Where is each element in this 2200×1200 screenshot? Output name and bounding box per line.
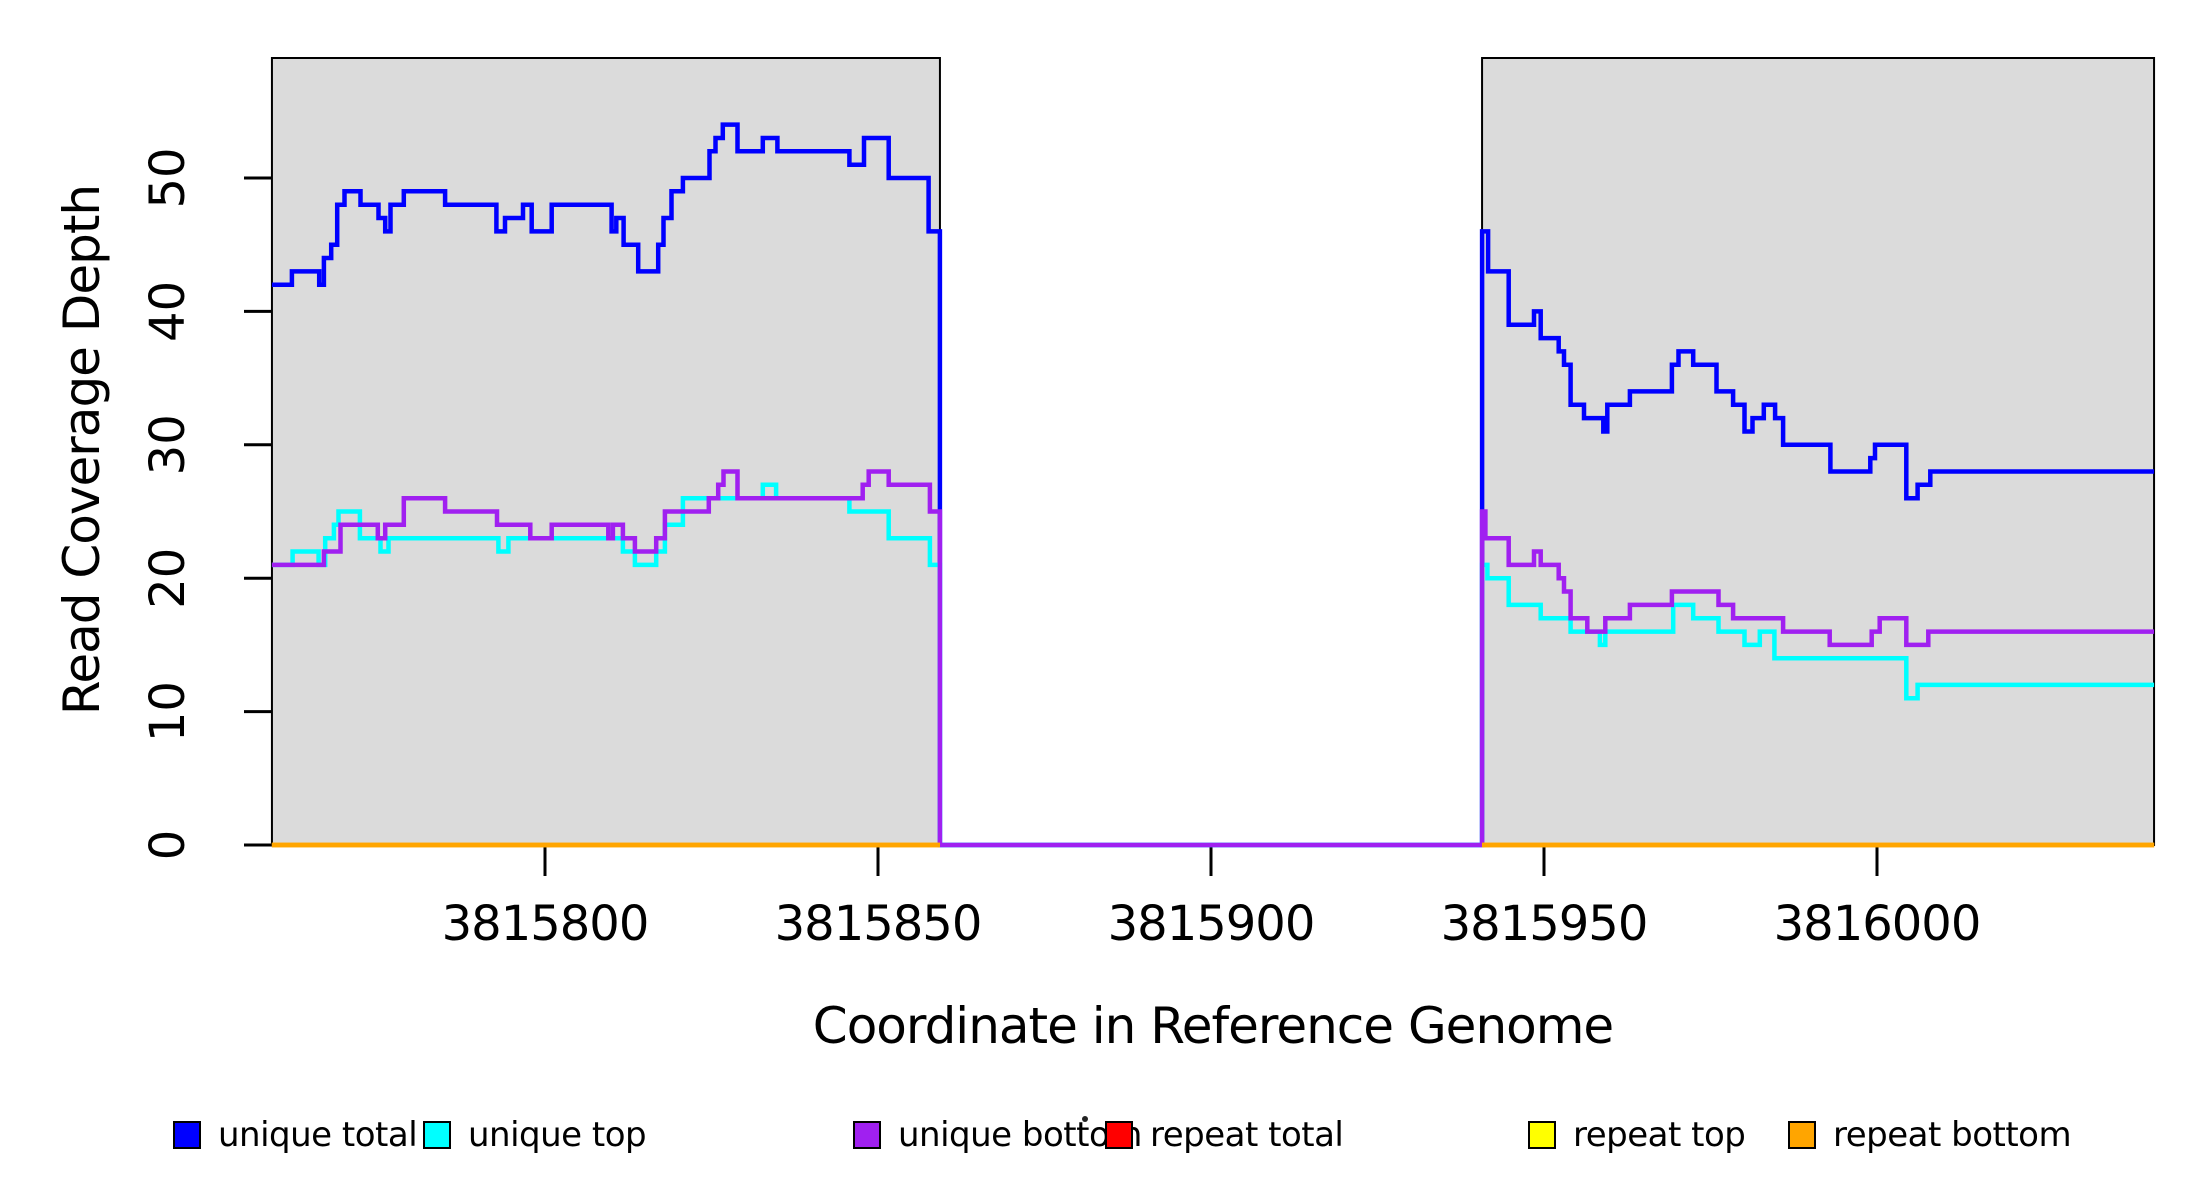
- shaded-region-1: [270, 57, 941, 846]
- legend-swatch-repeat-top: [1528, 1121, 1556, 1149]
- x-tick-label: 3815900: [1108, 896, 1315, 952]
- x-tick-label: 3815800: [442, 896, 649, 952]
- y-tick-label: 50: [140, 147, 196, 208]
- legend-item-repeat-bottom: repeat bottom: [1788, 1115, 2072, 1155]
- x-tick-label: 3815950: [1441, 896, 1648, 952]
- legend-item-unique-top: unique top: [423, 1115, 647, 1155]
- shaded-region-2: [1481, 57, 2156, 846]
- legend-item-unique-bottom: unique bottom: [853, 1115, 1142, 1155]
- x-tick-label: 3815850: [775, 896, 982, 952]
- legend-label: unique bottom: [898, 1115, 1142, 1155]
- series-unique-bottom: [271, 469, 2155, 848]
- legend-label: repeat bottom: [1833, 1115, 2072, 1155]
- y-tick-label: 40: [140, 281, 196, 342]
- legend-swatch-unique-total: [173, 1121, 201, 1149]
- legend-swatch-repeat-total: [1105, 1121, 1133, 1149]
- x-tick-label: 3816000: [1774, 896, 1981, 952]
- legend-item-unique-total: unique total: [173, 1115, 418, 1155]
- series-unique-total: [271, 122, 2155, 848]
- stray-dot: [1082, 1116, 1088, 1122]
- series-unique-top: [271, 482, 2155, 848]
- legend-swatch-unique-top: [423, 1121, 451, 1149]
- legend-item-repeat-top: repeat top: [1528, 1115, 1746, 1155]
- y-tick-label: 0: [140, 830, 196, 861]
- legend-label: unique top: [468, 1115, 647, 1155]
- y-tick-label: 10: [140, 681, 196, 742]
- legend-swatch-repeat-bottom: [1788, 1121, 1816, 1149]
- legend-swatch-unique-bottom: [853, 1121, 881, 1149]
- y-tick-label: 20: [140, 548, 196, 609]
- y-axis-title: Read Coverage Depth: [53, 184, 111, 716]
- x-axis-title: Coordinate in Reference Genome: [812, 997, 1614, 1055]
- legend-label: repeat top: [1573, 1115, 1746, 1155]
- legend-label: repeat total: [1150, 1115, 1344, 1155]
- legend-label: unique total: [218, 1115, 418, 1155]
- legend-item-repeat-total: repeat total: [1105, 1115, 1344, 1155]
- y-tick-label: 30: [140, 414, 196, 475]
